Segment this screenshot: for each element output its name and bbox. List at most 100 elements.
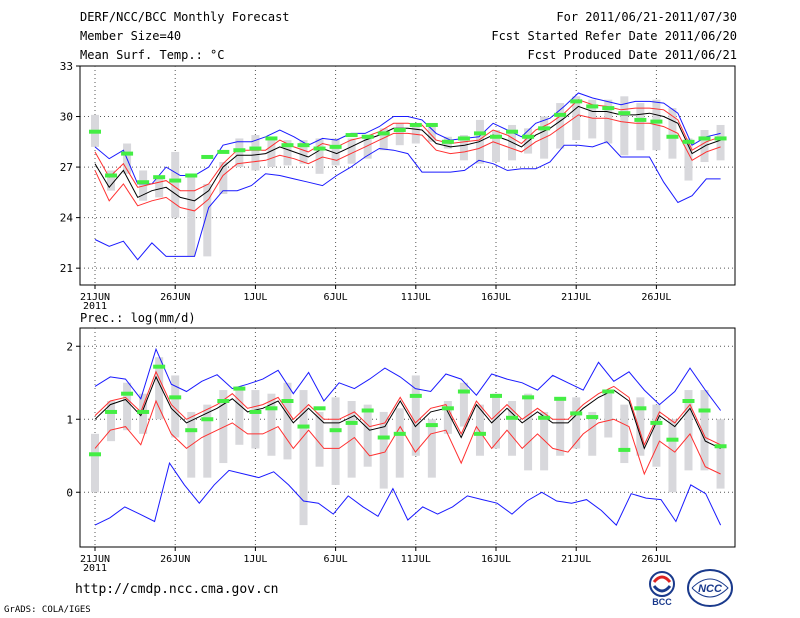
obs-marker <box>297 143 310 148</box>
obs-marker <box>441 139 454 144</box>
range-bar <box>716 419 725 489</box>
range-bar <box>556 103 565 149</box>
bcc-logo: BCC <box>649 571 675 607</box>
range-bar <box>187 175 196 257</box>
obs-marker <box>618 447 631 452</box>
obs-marker <box>217 149 230 154</box>
obs-marker <box>313 406 326 411</box>
range-bar <box>331 138 340 166</box>
range-bar <box>251 390 260 449</box>
x-tick-label: 11JUL <box>401 292 431 303</box>
range-bar <box>636 103 645 151</box>
range-bar <box>155 175 164 198</box>
range-bar <box>443 401 452 434</box>
obs-marker <box>297 424 310 429</box>
series-max-line <box>94 347 721 411</box>
obs-marker <box>634 406 647 411</box>
obs-marker <box>265 136 278 141</box>
obs-marker <box>281 143 294 148</box>
x-tick-label: 16JUL <box>481 554 511 565</box>
range-bar <box>620 404 629 464</box>
range-bar <box>315 138 324 174</box>
range-bar <box>716 124 725 161</box>
range-bar <box>267 136 276 168</box>
obs-marker <box>473 431 486 436</box>
obs-marker <box>522 134 535 139</box>
obs-marker <box>185 428 198 433</box>
obs-marker <box>105 409 118 414</box>
x-tick-label: 21JUL <box>561 554 591 565</box>
obs-marker <box>89 452 101 457</box>
range-bar <box>684 390 693 471</box>
range-bar <box>684 138 693 181</box>
series-mean-line <box>94 105 721 202</box>
x-tick-label: 26JUL <box>641 554 671 565</box>
range-bar <box>572 397 581 449</box>
x-tick-label: 1JUL <box>243 292 267 303</box>
range-bar <box>363 404 372 467</box>
obs-marker <box>698 408 711 413</box>
obs-marker <box>201 417 214 422</box>
obs-marker <box>105 173 118 178</box>
obs-marker <box>265 406 278 411</box>
obs-marker <box>714 444 727 449</box>
range-bar <box>572 96 581 141</box>
obs-marker <box>682 399 695 403</box>
panel-2-title: Prec.: log(mm/d) <box>80 311 196 325</box>
obs-marker <box>185 173 198 178</box>
obs-marker <box>650 119 663 124</box>
obs-marker <box>473 131 486 136</box>
range-bar <box>604 393 613 438</box>
range-bar <box>251 135 260 171</box>
y-tick-label: 27 <box>60 161 73 174</box>
range-bar <box>668 419 677 493</box>
series-upper-line <box>94 99 721 192</box>
range-bar <box>459 135 468 161</box>
x-tick-label: 26JUL <box>641 292 671 303</box>
y-tick-label: 2 <box>66 340 73 353</box>
obs-marker <box>249 409 262 414</box>
obs-marker <box>602 389 615 394</box>
range-bar <box>395 408 404 478</box>
range-bar <box>636 397 645 456</box>
obs-marker <box>666 134 679 139</box>
range-bar <box>459 382 468 427</box>
series-min-line <box>94 461 722 526</box>
obs-marker <box>393 128 406 133</box>
x-tick-label: 21JUN <box>80 292 110 303</box>
obs-marker <box>586 104 599 109</box>
range-bar <box>171 375 180 438</box>
bcc-logo-text: BCC <box>652 597 672 607</box>
obs-marker <box>121 391 134 396</box>
range-bar <box>315 411 324 467</box>
obs-marker <box>425 423 438 428</box>
range-bar <box>107 401 116 442</box>
x-tick-label: 16JUL <box>481 292 511 303</box>
ncc-logo-text: NCC <box>698 583 723 595</box>
obs-marker <box>570 411 583 416</box>
series-lower-line <box>94 399 721 476</box>
series-max-line <box>94 92 721 185</box>
obs-marker <box>313 146 326 151</box>
x-tick-label: 21JUL <box>561 292 591 303</box>
range-bar <box>235 138 244 168</box>
grads-credit: GrADS: COLA/IGES <box>4 605 91 615</box>
obs-marker <box>409 122 422 127</box>
obs-marker <box>570 99 583 104</box>
fcst-started-date: Fcst Started Refer Date 2011/06/20 <box>491 29 737 43</box>
obs-marker <box>153 175 166 180</box>
website-url[interactable]: http://cmdp.ncc.cma.gov.cn <box>75 582 279 597</box>
obs-marker <box>153 364 166 369</box>
range-bar <box>427 419 436 478</box>
range-bar <box>556 397 565 456</box>
obs-marker <box>345 133 358 138</box>
x-tick-label: 21JUN <box>80 554 110 565</box>
obs-marker <box>377 131 390 136</box>
obs-marker <box>522 395 535 400</box>
x-tick-label: 6JUL <box>324 292 348 303</box>
obs-marker <box>425 122 438 127</box>
series-upper-line <box>94 370 721 447</box>
obs-marker <box>490 134 502 139</box>
obs-marker <box>634 117 647 122</box>
range-bar <box>107 170 116 191</box>
